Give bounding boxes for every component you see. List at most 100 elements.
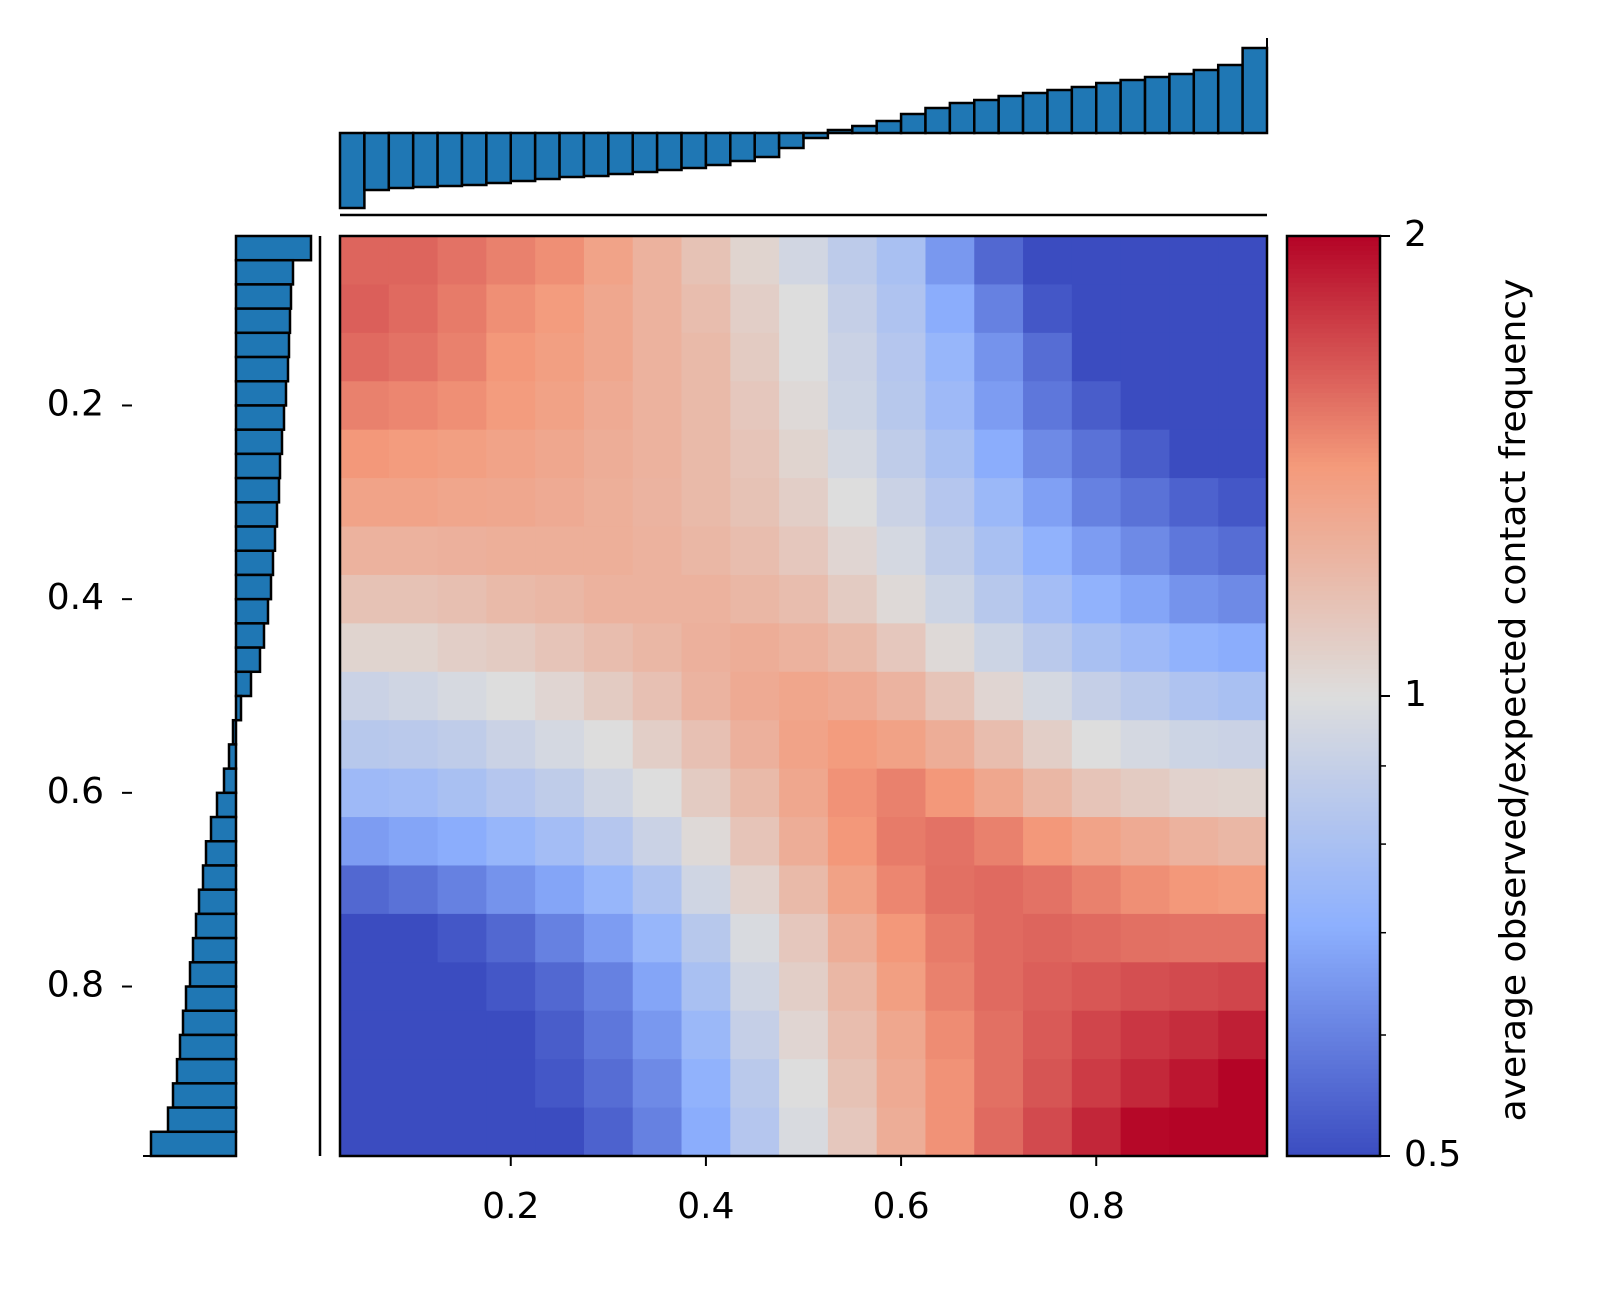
colorbar-step bbox=[1287, 397, 1380, 403]
top-margin-bar bbox=[1021, 91, 1049, 135]
heatmap-cell bbox=[632, 623, 683, 673]
left-margin-bar bbox=[215, 791, 238, 819]
heatmap-cell bbox=[388, 1010, 439, 1060]
heatmap-cell bbox=[730, 962, 780, 1012]
heatmap-cell bbox=[632, 332, 683, 382]
top-margin-bar bbox=[1094, 81, 1122, 135]
colorbar-step bbox=[1287, 985, 1380, 991]
heatmap-cell bbox=[486, 720, 536, 770]
heatmap-cell bbox=[730, 381, 780, 431]
colorbar-step bbox=[1287, 875, 1380, 881]
colorbar-step bbox=[1287, 1050, 1380, 1056]
heatmap-cell bbox=[388, 913, 439, 963]
colorbar-step bbox=[1287, 438, 1380, 444]
colorbar-step bbox=[1287, 843, 1380, 849]
heatmap-cell bbox=[583, 1010, 634, 1060]
heatmap-cell bbox=[1071, 623, 1122, 673]
heatmap-cell bbox=[437, 429, 487, 479]
heatmap-cell bbox=[340, 913, 390, 963]
colorbar-step bbox=[1287, 424, 1380, 430]
heatmap-cell bbox=[1071, 381, 1122, 431]
heatmap-cell bbox=[925, 574, 975, 624]
colorbar-step bbox=[1287, 705, 1380, 711]
heatmap-cell bbox=[1071, 284, 1122, 334]
heatmap-cell bbox=[1023, 962, 1073, 1012]
heatmap-cell bbox=[388, 332, 439, 382]
left-margin-bar bbox=[234, 573, 273, 601]
heatmap-cell bbox=[925, 623, 975, 673]
heatmap-cell bbox=[437, 865, 487, 915]
colorbar-step bbox=[1287, 286, 1380, 292]
heatmap-cell bbox=[583, 574, 634, 624]
heatmap-cell bbox=[1169, 429, 1219, 479]
heatmap-cell bbox=[827, 913, 878, 963]
top-margin-bar bbox=[485, 131, 513, 185]
colorbar-step bbox=[1287, 585, 1380, 591]
heatmap-cell bbox=[730, 526, 780, 576]
left-margin-bar bbox=[194, 912, 238, 940]
heatmap-cell bbox=[827, 236, 878, 285]
top-margin-bar bbox=[1046, 88, 1074, 135]
heatmap-cell bbox=[388, 768, 439, 818]
heatmap-cell bbox=[583, 913, 634, 963]
x-tick-label: 0.2 bbox=[482, 1186, 539, 1227]
heatmap-cell bbox=[925, 817, 975, 866]
colorbar-step bbox=[1287, 604, 1380, 610]
colorbar-step bbox=[1287, 893, 1380, 899]
heatmap-cell bbox=[1023, 574, 1073, 624]
heatmap-cell bbox=[486, 429, 536, 479]
heatmap-cell bbox=[1120, 768, 1170, 818]
colorbar-step bbox=[1287, 631, 1380, 637]
heatmap-cell bbox=[388, 478, 439, 528]
heatmap-cell bbox=[1169, 817, 1219, 866]
colorbar-step bbox=[1287, 870, 1380, 876]
heatmap-cell bbox=[1071, 236, 1122, 285]
colorbar-step bbox=[1287, 700, 1380, 706]
colorbar-step bbox=[1287, 254, 1380, 260]
colorbar-step bbox=[1287, 719, 1380, 725]
heatmap-cell bbox=[974, 526, 1024, 576]
colorbar-step bbox=[1287, 806, 1380, 812]
heatmap-cell bbox=[388, 1059, 439, 1109]
heatmap-cell bbox=[437, 962, 487, 1012]
colorbar-step bbox=[1287, 921, 1380, 927]
heatmap-cell bbox=[1169, 1107, 1219, 1157]
left-margin-bar bbox=[175, 1057, 238, 1085]
colorbar-step bbox=[1287, 309, 1380, 315]
heatmap-cell bbox=[827, 332, 878, 382]
heatmap-cell bbox=[1120, 429, 1170, 479]
colorbar-step bbox=[1287, 1146, 1380, 1152]
colorbar-step bbox=[1287, 714, 1380, 720]
heatmap-cell bbox=[1218, 768, 1268, 818]
heatmap-cell bbox=[437, 1107, 487, 1157]
colorbar-step bbox=[1287, 912, 1380, 918]
colorbar-step bbox=[1287, 972, 1380, 978]
colorbar-step bbox=[1287, 539, 1380, 545]
heatmap-cell bbox=[535, 332, 585, 382]
y-tick-label: 0.2 bbox=[47, 383, 104, 424]
left-margin-bar bbox=[234, 331, 291, 359]
heatmap-cell bbox=[1071, 1010, 1122, 1060]
heatmap-cell bbox=[1071, 574, 1122, 624]
colorbar-step bbox=[1287, 636, 1380, 642]
colorbar-step bbox=[1287, 1096, 1380, 1102]
heatmap-cell bbox=[1218, 720, 1268, 770]
left-margin-bar bbox=[234, 355, 290, 383]
colorbar-step bbox=[1287, 1119, 1380, 1125]
heatmap-cell bbox=[974, 574, 1024, 624]
heatmap-cell bbox=[1169, 381, 1219, 431]
heatmap-cell bbox=[1120, 478, 1170, 528]
colorbar-step bbox=[1287, 668, 1380, 674]
colorbar-step bbox=[1287, 484, 1380, 490]
colorbar-step bbox=[1287, 1004, 1380, 1010]
heatmap-cell bbox=[632, 574, 683, 624]
top-margin-bar bbox=[533, 131, 561, 181]
heatmap-cell bbox=[388, 817, 439, 866]
left-margin-bar bbox=[234, 501, 279, 528]
heatmap-cell bbox=[681, 962, 731, 1012]
heatmap-cell bbox=[1071, 817, 1122, 866]
heatmap-cell bbox=[583, 478, 634, 528]
colorbar-step bbox=[1287, 443, 1380, 449]
colorbar-step bbox=[1287, 590, 1380, 596]
heatmap-cell bbox=[779, 1107, 829, 1157]
